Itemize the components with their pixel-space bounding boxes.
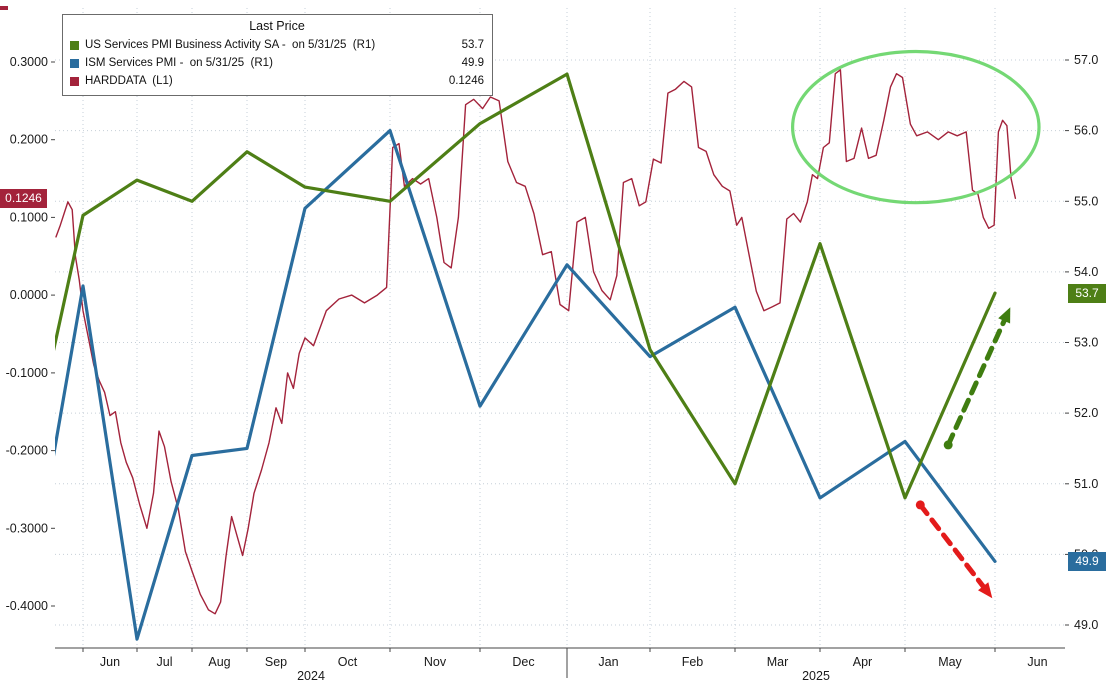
red-down-arrow-head xyxy=(978,582,993,599)
left-axis-corner-marker xyxy=(0,6,8,10)
year-label: 2024 xyxy=(297,669,325,683)
month-label: Dec xyxy=(512,655,534,669)
month-label: Jun xyxy=(1027,655,1047,669)
legend-title: Last Price xyxy=(249,19,305,33)
series-swatch-blue-icon xyxy=(70,58,79,68)
annotations xyxy=(790,49,1041,599)
axes xyxy=(51,59,1069,678)
right-axis-tick-label: 51.0 xyxy=(1074,477,1098,491)
legend-row: HARDDATA (L1) 0.1246 xyxy=(70,72,484,90)
legend-label-us-services-pmi: US Services PMI Business Activity SA - o… xyxy=(85,39,376,51)
right-axis-blue-last-value-badge: 49.9 xyxy=(1068,552,1106,571)
left-axis-last-value-badge: 0.1246 xyxy=(0,189,47,208)
left-axis-tick-label: -0.3000 xyxy=(6,521,48,535)
right-axis-tick-label: 49.0 xyxy=(1074,618,1098,632)
red-down-arrow xyxy=(917,502,989,592)
series-line-harddata xyxy=(55,69,1017,615)
highlight-ellipse xyxy=(790,49,1041,205)
legend-value-ism-services-pmi: 49.9 xyxy=(461,57,484,69)
series-line-us-services-pmi-business-activity-sa xyxy=(55,72,997,500)
month-label: Feb xyxy=(682,655,704,669)
month-label: Jul xyxy=(157,655,173,669)
legend-row: US Services PMI Business Activity SA - o… xyxy=(70,36,484,54)
month-label: Jan xyxy=(598,655,618,669)
legend-row: ISM Services PMI - on 5/31/25 (R1) 49.9 xyxy=(70,54,484,72)
left-axis-tick-label: 0.0000 xyxy=(10,288,48,302)
month-label: Mar xyxy=(767,655,789,669)
left-axis-tick-label: 0.3000 xyxy=(10,55,48,69)
right-axis-tick-label: 55.0 xyxy=(1074,194,1098,208)
right-axis-tick-label: 56.0 xyxy=(1074,124,1098,138)
green-up-arrow-head xyxy=(998,307,1011,324)
left-axis-tick-label: 0.1000 xyxy=(10,210,48,224)
year-label: 2025 xyxy=(802,669,830,683)
red-down-arrow-origin-dot xyxy=(915,500,925,510)
green-up-arrow xyxy=(945,314,1009,448)
right-axis-tick-label: 52.0 xyxy=(1074,406,1098,420)
series-swatch-green-icon xyxy=(70,40,79,50)
legend-label-harddata: HARDDATA (L1) xyxy=(85,75,173,87)
series-swatch-crimson-icon xyxy=(70,76,79,86)
month-label: Oct xyxy=(338,655,358,669)
month-label: Aug xyxy=(208,655,230,669)
series-group xyxy=(55,69,1017,641)
month-label: Apr xyxy=(853,655,872,669)
month-label: Jun xyxy=(100,655,120,669)
axis-tick-labels: 0.3000 0.2000 0.1000 0.0000 -0.1000 -0.2000 -0… xyxy=(6,53,1099,683)
left-axis-tick-label: 0.2000 xyxy=(10,133,48,147)
legend-value-harddata: 0.1246 xyxy=(448,75,484,87)
right-axis-tick-label: 57.0 xyxy=(1074,53,1098,67)
legend: Last Price US Services PMI Business Acti… xyxy=(62,14,493,96)
right-axis-tick-label: 54.0 xyxy=(1074,265,1098,279)
left-axis-tick-label: -0.2000 xyxy=(6,444,48,458)
left-axis-tick-label: -0.4000 xyxy=(6,599,48,613)
left-axis-tick-label: -0.1000 xyxy=(6,366,48,380)
month-label: May xyxy=(938,655,962,669)
green-up-arrow-origin-dot xyxy=(943,440,953,450)
right-axis-green-last-value-badge: 53.7 xyxy=(1068,284,1106,303)
month-label: Sep xyxy=(265,655,287,669)
legend-value-us-services-pmi: 53.7 xyxy=(461,39,484,51)
month-label: Nov xyxy=(424,655,447,669)
right-axis-tick-label: 53.0 xyxy=(1074,336,1098,350)
gridlines xyxy=(55,8,1065,648)
legend-label-ism-services-pmi: ISM Services PMI - on 5/31/25 (R1) xyxy=(85,57,273,69)
series-line-ism-services-pmi xyxy=(55,129,997,641)
